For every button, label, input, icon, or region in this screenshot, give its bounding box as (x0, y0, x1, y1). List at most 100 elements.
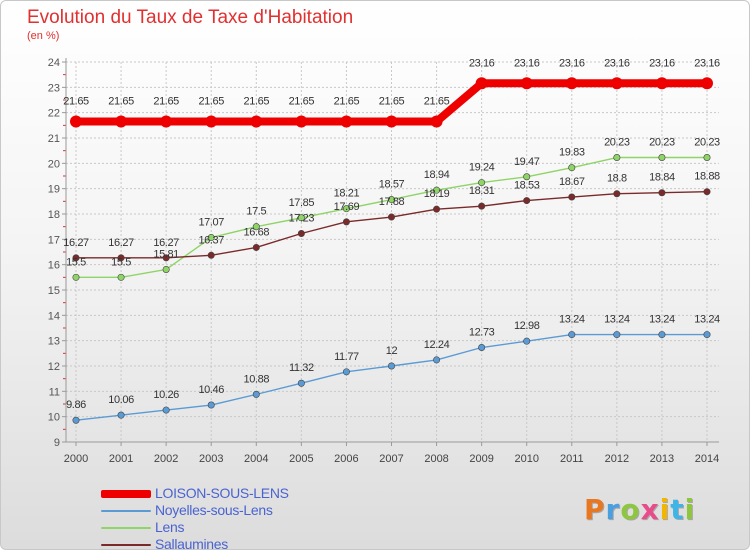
data-label: 18.94 (424, 169, 450, 181)
data-point (701, 77, 713, 90)
data-label: 17.88 (379, 196, 405, 208)
data-label: 23.16 (559, 57, 585, 69)
x-tick-label: 2008 (424, 453, 448, 465)
logo-letter: r (605, 493, 621, 526)
logo-letter: i (659, 493, 671, 526)
data-point (387, 196, 395, 204)
data-label: 21.65 (289, 96, 315, 108)
data-point (478, 202, 486, 210)
data-point (115, 115, 128, 128)
data-point (72, 273, 80, 281)
legend-label: Noyelles-sous-Lens (155, 502, 273, 518)
data-point (297, 214, 305, 222)
data-point (520, 77, 533, 90)
chart-subtitle: (en %) (27, 30, 60, 42)
data-point (568, 331, 576, 339)
data-label: 10.46 (198, 384, 224, 396)
data-point (658, 189, 666, 197)
data-point (70, 115, 82, 128)
data-point (162, 406, 170, 414)
data-label: 16.37 (198, 234, 224, 246)
y-tick-label: 17 (48, 234, 60, 246)
data-point (523, 197, 531, 205)
x-tick-label: 2012 (605, 453, 629, 465)
data-label: 16.27 (153, 237, 179, 249)
x-tick-label: 2010 (514, 453, 538, 465)
data-point (342, 205, 350, 213)
data-point (703, 188, 711, 196)
legend-label: LOISON-SOUS-LENS (155, 485, 289, 501)
data-point (340, 115, 353, 128)
x-tick-label: 2009 (469, 453, 493, 465)
logo-letter: o (620, 493, 641, 526)
x-tick-label: 2005 (289, 453, 313, 465)
data-label: 18.88 (694, 171, 720, 183)
data-point (252, 243, 260, 251)
data-point (478, 179, 486, 187)
data-label: 12.73 (469, 327, 495, 339)
data-label: 16.27 (63, 237, 89, 249)
data-point (430, 115, 443, 128)
data-point (117, 273, 125, 281)
series-layer (70, 77, 713, 424)
data-label: 15.5 (66, 256, 86, 268)
logo-letter: x (640, 493, 660, 526)
data-label: 21.65 (63, 96, 89, 108)
data-label-layer: 21.65 21.65 21.65 21.65 21.65 21.65 21.65 21.65… (63, 57, 720, 411)
legend-label: Lens (155, 519, 185, 535)
data-point (610, 77, 623, 90)
data-point (72, 416, 80, 424)
data-point (297, 230, 305, 238)
data-label: 16.68 (244, 226, 270, 238)
data-label: 23.16 (649, 57, 675, 69)
data-point (613, 154, 621, 162)
data-point (342, 368, 350, 376)
data-label: 17.5 (246, 206, 266, 218)
data-point (613, 190, 621, 198)
y-tick-label: 14 (48, 310, 60, 322)
data-label: 11.32 (289, 362, 314, 374)
logo-letter: P (584, 493, 606, 526)
data-point (295, 115, 308, 128)
data-label: 21.65 (198, 96, 224, 108)
y-tick-label: 10 (48, 412, 60, 424)
x-tick-label: 2003 (199, 453, 223, 465)
data-label: 13.24 (604, 314, 630, 326)
data-point (252, 390, 260, 398)
data-label: 20.23 (694, 137, 720, 149)
data-label: 17.07 (198, 217, 224, 229)
data-label: 18.8 (607, 173, 627, 185)
data-point (703, 154, 711, 162)
data-point (658, 331, 666, 339)
legend-swatch (101, 490, 151, 498)
data-label: 21.65 (334, 96, 360, 108)
data-label: 10.88 (244, 373, 270, 385)
data-point (250, 115, 263, 128)
data-label: 21.65 (153, 96, 179, 108)
data-label: 13.24 (649, 314, 675, 326)
x-tick-label: 2004 (244, 453, 268, 465)
data-point (568, 164, 576, 172)
legend-swatch (101, 527, 151, 529)
data-point (703, 331, 711, 339)
data-label: 21.65 (424, 96, 450, 108)
data-point (342, 218, 350, 226)
legend-swatch (101, 510, 151, 512)
data-point (568, 193, 576, 201)
data-point (523, 173, 531, 181)
data-label: 18.21 (334, 188, 360, 200)
data-label: 12.24 (424, 339, 450, 351)
data-point (205, 115, 218, 128)
y-tick-label: 20 (48, 158, 60, 170)
data-label: 23.16 (469, 57, 495, 69)
x-tick-label: 2007 (379, 453, 403, 465)
data-point (117, 411, 125, 419)
data-label: 10.06 (108, 394, 134, 406)
data-label: 12.98 (514, 320, 540, 332)
data-label: 18.67 (559, 176, 585, 188)
data-point (613, 331, 621, 339)
data-label: 9.86 (66, 399, 86, 411)
logo-letter: i (684, 493, 696, 526)
legend-swatch (101, 544, 151, 546)
data-label: 19.24 (469, 162, 495, 174)
